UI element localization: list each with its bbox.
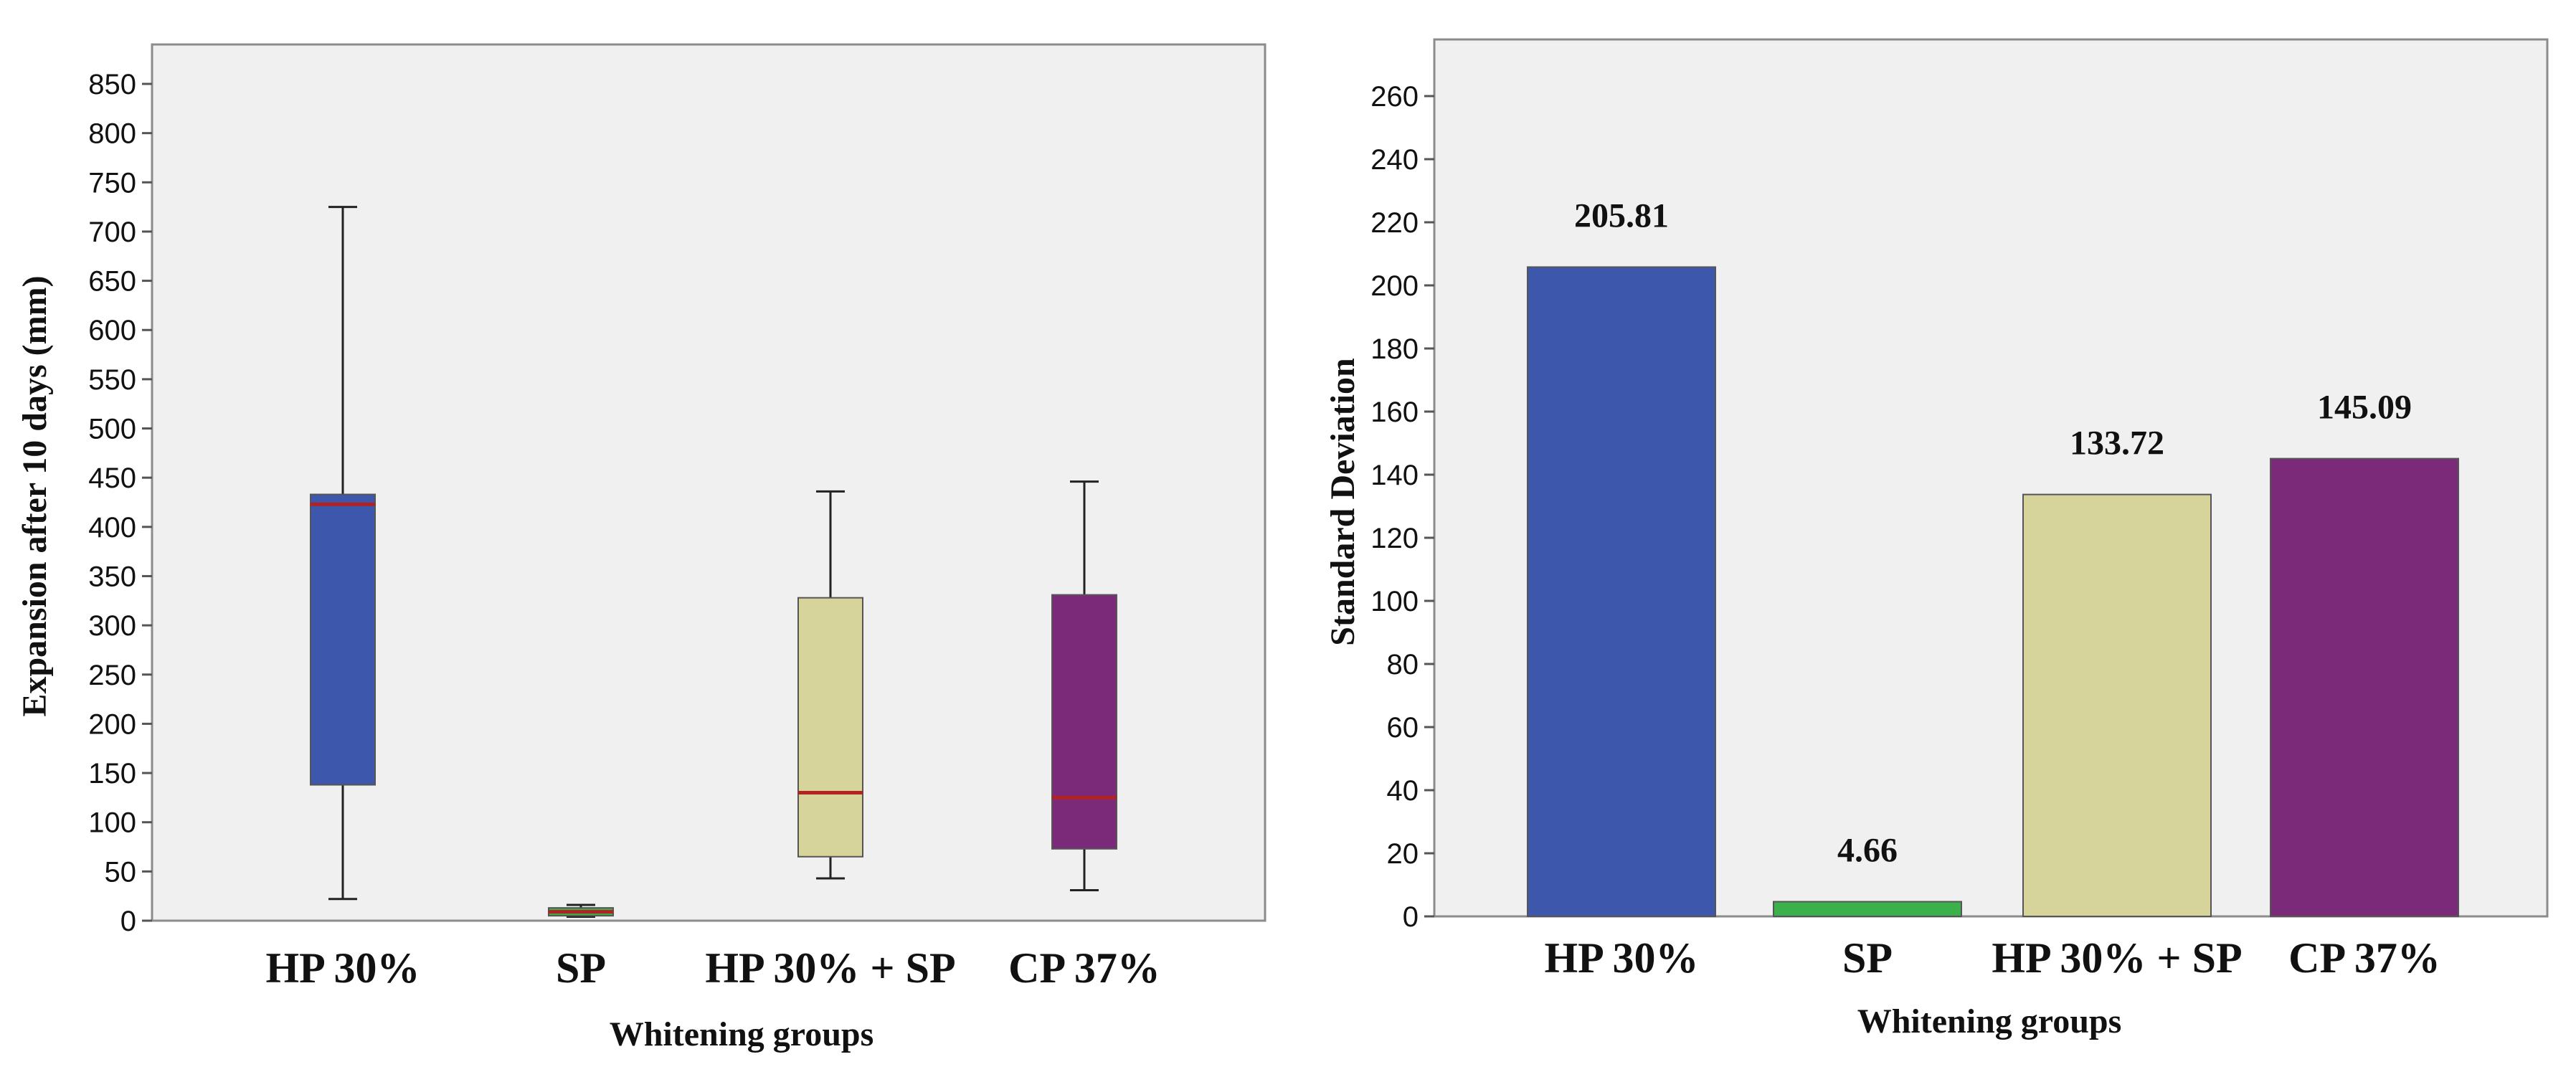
boxplot-y-tick-label: 100 — [88, 807, 136, 839]
box-cp-37 — [1051, 480, 1117, 891]
bar-category-label: CP 37% — [2288, 934, 2440, 982]
bar-y-tick-label: 20 — [1387, 838, 1419, 870]
bar-value-label: 133.72 — [2070, 424, 2164, 462]
boxplot-y-tick-label: 600 — [88, 315, 136, 346]
boxplot-category-label: SP — [556, 944, 606, 992]
bar-y-tick-label: 60 — [1387, 712, 1419, 744]
box-sp — [548, 903, 614, 919]
bar-y-tick-label: 40 — [1387, 775, 1419, 807]
boxplot-y-tick-label: 50 — [105, 856, 137, 888]
boxplot-x-axis-title: Whitening groups — [610, 1015, 874, 1053]
bar-y-tick-label: 200 — [1370, 270, 1419, 302]
bar-y-tick-label: 120 — [1370, 523, 1419, 554]
boxplot-y-tick-label: 450 — [88, 462, 136, 494]
boxplot-y-tick-label: 250 — [88, 660, 136, 691]
bar-value-label: 4.66 — [1837, 831, 1898, 869]
box-iqr — [310, 493, 376, 786]
bar-hp-30 — [1527, 266, 1716, 918]
boxplot-category-label: HP 30% + SP — [705, 944, 955, 992]
bar-y-axis-title: Standard Deviation — [1324, 358, 1362, 645]
bar-value-label: 205.81 — [1574, 196, 1669, 234]
bar-y-tick-label: 160 — [1370, 397, 1419, 428]
bar-y-tick-label: 180 — [1370, 333, 1419, 365]
bar-marks: 205.81 4.66 133.72 145.09 — [1527, 196, 2459, 918]
boxplot-y-tick-label: 750 — [88, 167, 136, 199]
bar-y-tick-label: 140 — [1370, 460, 1419, 491]
boxplot-y-tick-label: 400 — [88, 512, 136, 544]
bar-sp — [1773, 901, 1962, 917]
boxplot-marks — [310, 206, 1117, 919]
boxplot-x-axis: HP 30% SP HP 30% + SP CP 37% — [265, 944, 1160, 992]
box-iqr — [1051, 594, 1117, 850]
box-iqr — [797, 597, 863, 858]
boxplot-category-label: CP 37% — [1008, 944, 1160, 992]
bar-category-label: HP 30% + SP — [1992, 934, 2242, 982]
bar-y-tick-label: 80 — [1387, 649, 1419, 680]
boxplot-y-tick-label: 200 — [88, 708, 136, 740]
boxplot-y-tick-label: 800 — [88, 118, 136, 150]
expansion-boxplot-chart: 0 50 100 150 200 250 300 350 400 450 500 550 600 650 7… — [16, 43, 1266, 1053]
boxplot-y-tick-label: 500 — [88, 414, 136, 445]
boxplot-y-axis-title: Expansion after 10 days (mm) — [16, 275, 54, 716]
bar-y-tick-label: 100 — [1370, 586, 1419, 617]
boxplot-y-tick-label: 650 — [88, 266, 136, 298]
bar-y-tick-label: 240 — [1370, 144, 1419, 176]
box-hp-30 — [310, 206, 376, 901]
boxplot-y-tick-label: 0 — [120, 906, 136, 937]
bar-y-axis: 0 20 40 60 80 100 120 140 160 180 200 220 240 260 — [1370, 39, 1436, 933]
boxplot-y-tick-label: 850 — [88, 69, 136, 100]
bar-y-tick-label: 220 — [1370, 207, 1419, 239]
bar-y-tick-label: 260 — [1370, 81, 1419, 113]
bar-x-axis-title: Whitening groups — [1857, 1002, 2122, 1040]
boxplot-y-axis: 0 50 100 150 200 250 300 350 400 450 500 550 600 650 7… — [88, 44, 153, 937]
boxplot-category-label: HP 30% — [265, 944, 420, 992]
bar-hp-30-sp — [2022, 493, 2212, 917]
bar-value-label: 145.09 — [2317, 389, 2412, 427]
bar-y-tick-label: 0 — [1403, 901, 1419, 933]
bar-cp-37 — [2270, 457, 2459, 917]
bar-category-label: SP — [1842, 934, 1893, 982]
standard-deviation-bar-chart: 0 20 40 60 80 100 120 140 160 180 200 220 240 260 205… — [1324, 38, 2549, 1040]
boxplot-y-tick-label: 550 — [88, 364, 136, 396]
boxplot-y-tick-label: 700 — [88, 217, 136, 248]
boxplot-y-tick-label: 150 — [88, 758, 136, 789]
box-hp-30-sp — [797, 490, 863, 880]
bar-category-label: HP 30% — [1544, 934, 1698, 982]
bar-x-axis: HP 30% SP HP 30% + SP CP 37% — [1544, 934, 2440, 982]
boxplot-y-tick-label: 350 — [88, 561, 136, 592]
boxplot-y-tick-label: 300 — [88, 610, 136, 642]
